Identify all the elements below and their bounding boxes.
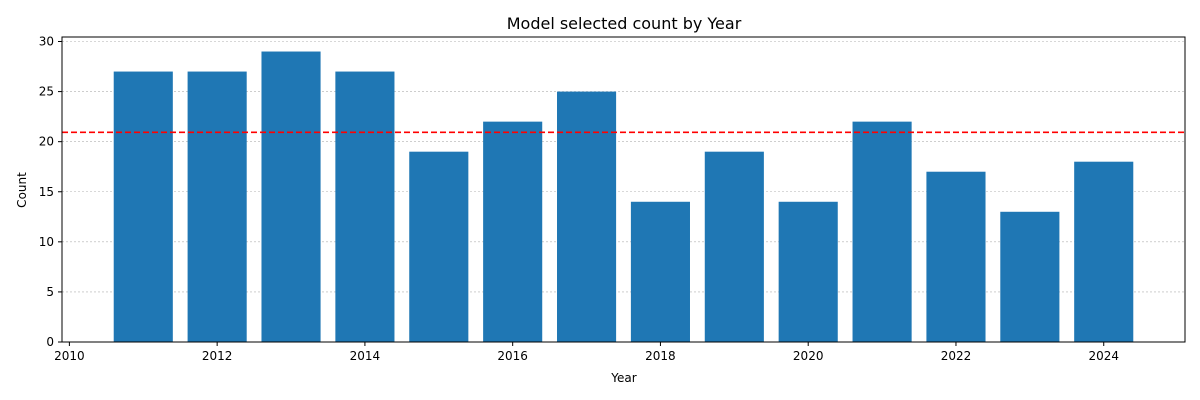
bar-2015 bbox=[409, 151, 469, 342]
grid-lines bbox=[62, 41, 1185, 293]
x-tick-label: 2020 bbox=[793, 349, 824, 363]
x-tick-label: 2024 bbox=[1088, 349, 1119, 363]
y-tick-label: 20 bbox=[39, 135, 54, 149]
y-tick-label: 10 bbox=[39, 235, 54, 249]
bar-2023 bbox=[1000, 211, 1060, 342]
bar-2021 bbox=[852, 121, 912, 342]
chart-title: Model selected count by Year bbox=[507, 14, 742, 33]
bar-2014 bbox=[335, 71, 395, 343]
x-tick-label: 2016 bbox=[497, 349, 528, 363]
bar-2012 bbox=[187, 71, 247, 343]
x-tick-label: 2022 bbox=[941, 349, 972, 363]
bar-2024 bbox=[1074, 161, 1134, 342]
bar-2019 bbox=[704, 151, 764, 342]
y-tick-label: 30 bbox=[39, 35, 54, 49]
x-tick-label: 2014 bbox=[350, 349, 381, 363]
bar-2018 bbox=[630, 201, 690, 342]
bar-2016 bbox=[483, 121, 543, 342]
y-tick-label: 25 bbox=[39, 85, 54, 99]
plot-frame bbox=[61, 36, 1186, 343]
y-tick-label: 15 bbox=[39, 185, 54, 199]
bar-2011 bbox=[113, 71, 173, 343]
bar-2020 bbox=[778, 201, 838, 342]
x-tick-label: 2012 bbox=[202, 349, 233, 363]
x-axis-ticks: 2010 2012 2014 2016 2018 2020 2022 2024 bbox=[54, 342, 1119, 363]
y-axis-ticks: 0 5 10 15 20 25 30 bbox=[39, 35, 62, 349]
x-tick-label: 2010 bbox=[54, 349, 85, 363]
bars bbox=[113, 51, 1134, 343]
y-tick-label: 0 bbox=[46, 335, 54, 349]
bar-2017 bbox=[557, 91, 617, 342]
bar-2013 bbox=[261, 51, 321, 343]
y-tick-label: 5 bbox=[46, 285, 54, 299]
x-tick-label: 2018 bbox=[645, 349, 676, 363]
bar-2022 bbox=[926, 171, 986, 342]
x-axis-label: Year bbox=[610, 371, 636, 385]
y-axis-label: Count bbox=[15, 172, 29, 208]
